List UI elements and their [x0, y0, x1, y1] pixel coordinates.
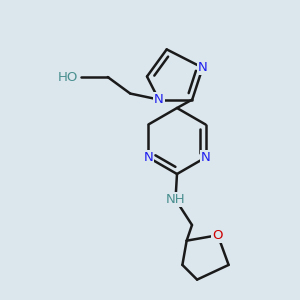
Text: O: O: [213, 229, 223, 242]
Text: N: N: [201, 151, 211, 164]
Text: NH: NH: [166, 193, 185, 206]
Text: HO: HO: [58, 70, 78, 84]
Text: N: N: [143, 151, 153, 164]
Text: N: N: [154, 93, 164, 106]
Text: N: N: [198, 61, 208, 74]
